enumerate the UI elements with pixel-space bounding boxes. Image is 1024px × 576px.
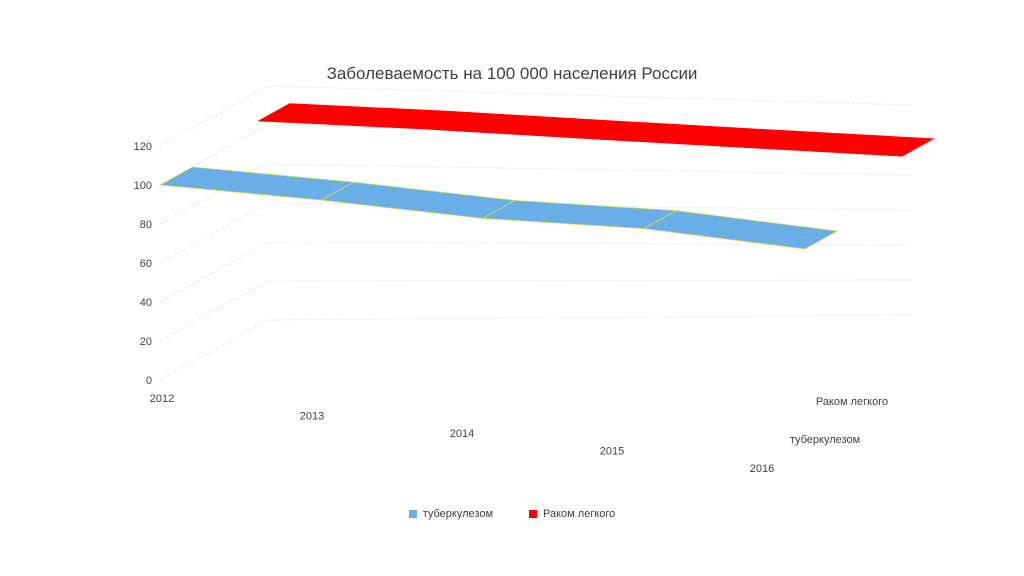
series-point-tuberculosis-2015 [643, 210, 677, 229]
y-tick-label: 20 [140, 336, 152, 348]
x-tick-label-2012: 2012 [150, 393, 174, 405]
legend-item-lung-cancer: Раком легкого [529, 508, 615, 520]
y-tick-label: 80 [140, 219, 152, 231]
legend-item-tuberculosis: туберкулезом [408, 508, 494, 520]
legend: туберкулезом Раком легкого [0, 508, 1024, 520]
legend-swatch-lung-cancer [529, 510, 538, 518]
x-tick-label-2015: 2015 [600, 446, 624, 458]
x-tick-label-2016: 2016 [750, 463, 774, 475]
gridline-20 [159, 279, 914, 342]
depth-axis-label-0: Раком легкого [816, 396, 888, 408]
legend-swatch-tuberculosis [408, 510, 417, 518]
y-tick-label: 0 [146, 375, 152, 387]
series-surface-tuberculosis [158, 166, 839, 250]
gridline-40 [159, 241, 914, 303]
x-tick-label-2013: 2013 [300, 411, 324, 423]
x-tick-label-2014: 2014 [450, 428, 474, 440]
chart-title: Заболеваемость на 100 000 населения Росс… [326, 64, 698, 83]
series-point-tuberculosis-2014 [482, 200, 516, 219]
gridline-0 [159, 314, 914, 381]
gridline-120 [159, 85, 914, 147]
y-tick-label: 100 [134, 180, 152, 192]
series-surface-lung-cancer [257, 103, 935, 157]
depth-axis-label-1: туберкулезом [790, 434, 860, 446]
series-point-tuberculosis-2013 [321, 181, 354, 201]
y-tick-label: 120 [134, 141, 152, 153]
gridline-60 [159, 202, 914, 264]
y-tick-label: 60 [140, 258, 152, 270]
legend-label-tuberculosis: туберкулезом [422, 508, 494, 520]
gridline-80 [159, 163, 914, 225]
y-tick-label: 40 [140, 297, 152, 309]
legend-label-lung-cancer: Раком легкого [543, 508, 616, 520]
